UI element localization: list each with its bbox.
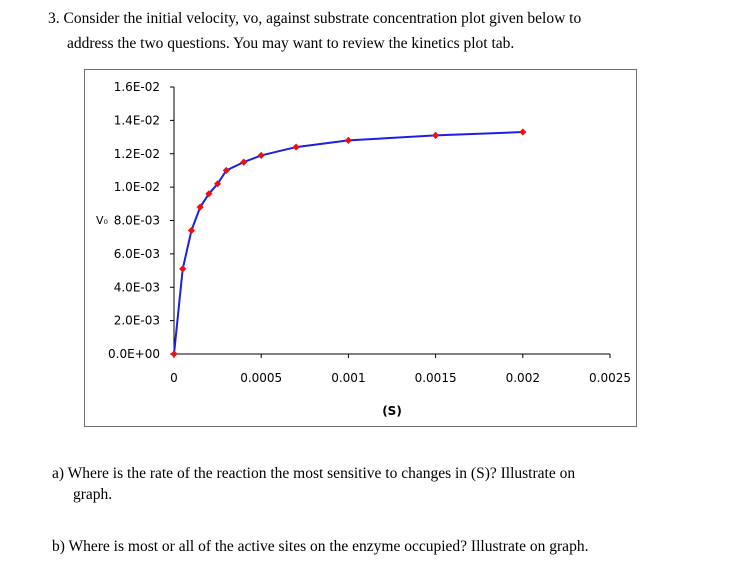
data-point	[179, 265, 187, 273]
x-tick-label: 0	[170, 371, 178, 385]
x-axis-label: (S)	[382, 404, 402, 418]
question-a-line-2: graph.	[73, 486, 113, 503]
data-point	[292, 143, 300, 151]
x-tick-label: 0.0025	[589, 371, 631, 385]
y-tick-label: 1.4E-02	[114, 113, 160, 127]
question-b-line-1: b) Where is most or all of the active si…	[52, 538, 589, 555]
data-point	[222, 166, 230, 175]
data-point	[519, 128, 527, 136]
data-point	[432, 131, 440, 139]
y-tick-label: 2.0E-03	[114, 314, 160, 328]
data-point	[196, 203, 204, 211]
y-tick-label: 0.0E+00	[108, 347, 160, 361]
data-point	[344, 136, 352, 144]
question-a-line-1: a) Where is the rate of the reaction the…	[52, 465, 576, 482]
data-point	[257, 151, 265, 160]
y-tick-label: 1.2E-02	[114, 147, 160, 161]
velocity-vs-substrate-chart: 0.0E+00 2.0E-03 4.0E-03 6.0E-03 8.0E-03 1.0E-…	[96, 80, 631, 418]
x-tick-label: 0.0015	[415, 371, 457, 385]
data-point	[170, 350, 178, 358]
data-point	[187, 226, 196, 235]
x-tick-label: 0.001	[331, 371, 365, 385]
x-tick-label: 0.002	[506, 371, 540, 385]
y-tick-label: 1.6E-02	[114, 80, 160, 94]
y-tick-label: 1.0E-02	[114, 180, 160, 194]
y-tick-label: 4.0E-03	[114, 280, 160, 294]
question-text-line-1: 3. Consider the initial velocity, vo, ag…	[48, 10, 582, 27]
data-point	[205, 190, 213, 198]
question-text-line-2: address the two questions. You may want …	[67, 35, 515, 52]
y-tick-label: 6.0E-03	[114, 247, 160, 261]
data-point	[240, 158, 248, 166]
x-tick-label: 0.0005	[240, 371, 282, 385]
y-tick-label: 8.0E-03	[114, 214, 160, 228]
y-axis-label: V₀	[96, 214, 109, 227]
chart-frame: 0.0E+00 2.0E-03 4.0E-03 6.0E-03 8.0E-03 1.0E-…	[84, 69, 637, 427]
series-line	[173, 131, 523, 355]
data-point	[214, 180, 222, 188]
